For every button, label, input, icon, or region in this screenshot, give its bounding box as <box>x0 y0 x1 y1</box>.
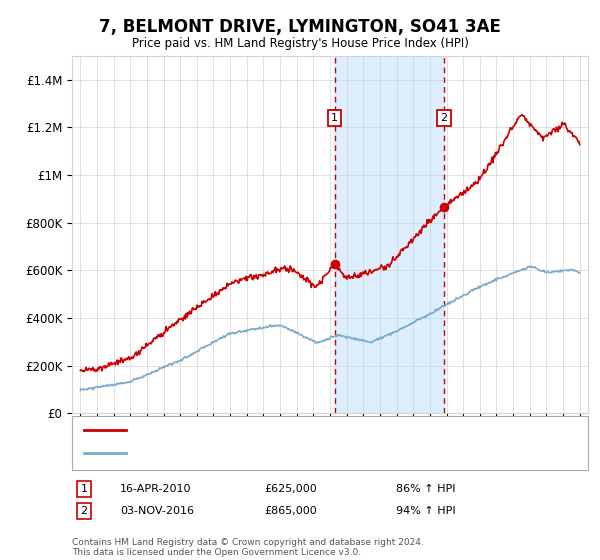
Text: 16-APR-2010: 16-APR-2010 <box>120 484 191 494</box>
Text: 86% ↑ HPI: 86% ↑ HPI <box>396 484 455 494</box>
Text: 1: 1 <box>80 484 88 494</box>
Text: 7, BELMONT DRIVE, LYMINGTON, SO41 3AE (detached house): 7, BELMONT DRIVE, LYMINGTON, SO41 3AE (d… <box>133 424 475 435</box>
Text: 94% ↑ HPI: 94% ↑ HPI <box>396 506 455 516</box>
Text: 2: 2 <box>440 113 448 123</box>
Text: HPI: Average price, detached house, New Forest: HPI: Average price, detached house, New … <box>133 448 401 458</box>
Text: Contains HM Land Registry data © Crown copyright and database right 2024.
This d: Contains HM Land Registry data © Crown c… <box>72 538 424 557</box>
Text: £865,000: £865,000 <box>264 506 317 516</box>
Text: 1: 1 <box>331 113 338 123</box>
Text: 03-NOV-2016: 03-NOV-2016 <box>120 506 194 516</box>
Bar <box>335 56 444 413</box>
Text: 2: 2 <box>80 506 88 516</box>
Text: 7, BELMONT DRIVE, LYMINGTON, SO41 3AE: 7, BELMONT DRIVE, LYMINGTON, SO41 3AE <box>99 18 501 36</box>
Text: £625,000: £625,000 <box>264 484 317 494</box>
Text: Price paid vs. HM Land Registry's House Price Index (HPI): Price paid vs. HM Land Registry's House … <box>131 38 469 50</box>
